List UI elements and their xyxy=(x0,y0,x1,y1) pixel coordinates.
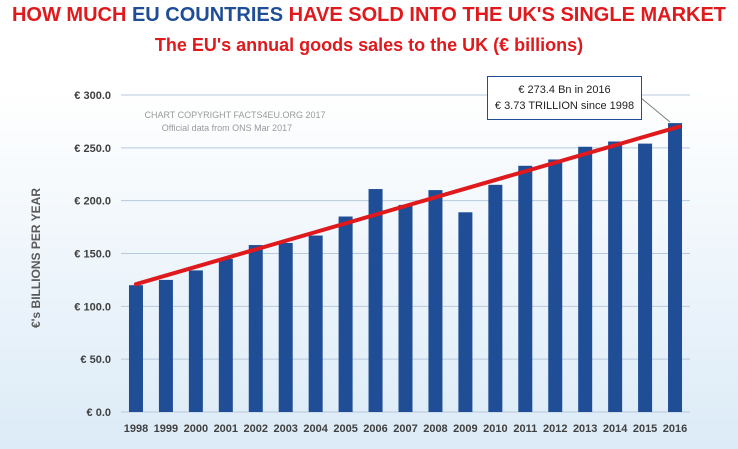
x-tick-label: 2013 xyxy=(573,423,597,435)
bar-2011 xyxy=(518,165,533,412)
x-tick-label: 2008 xyxy=(423,423,447,435)
bar-2016 xyxy=(668,123,683,412)
x-tick-label: 2005 xyxy=(333,423,357,435)
x-tick-label: 2010 xyxy=(483,423,507,435)
title-part-1: HOW MUCH xyxy=(11,4,132,26)
bar-2005 xyxy=(338,216,353,412)
x-tick-label: 1999 xyxy=(154,423,178,435)
x-tick-label: 2009 xyxy=(453,423,477,435)
x-tick-label: 2014 xyxy=(603,423,628,435)
bar-2007 xyxy=(398,204,413,412)
title-highlight: EU COUNTRIES xyxy=(131,4,284,26)
bar-2009 xyxy=(458,212,473,412)
chart-title: HOW MUCH EU COUNTRIES HAVE SOLD INTO THE… xyxy=(0,4,738,27)
bar-2008 xyxy=(428,190,443,412)
bar-1998 xyxy=(128,285,143,412)
copyright-line-1: CHART COPYRIGHT FACTS4EU.ORG 2017 xyxy=(144,110,325,120)
bar-2003 xyxy=(278,242,293,412)
x-tick-label: 2016 xyxy=(663,423,687,435)
bar-2010 xyxy=(488,184,503,412)
x-tick-label: 2007 xyxy=(393,423,417,435)
x-tick-label: 2001 xyxy=(214,423,238,435)
y-tick-label: € 250.0 xyxy=(74,143,111,155)
bar-2014 xyxy=(608,141,623,412)
y-tick-label: € 300.0 xyxy=(74,90,111,102)
annotation-line-1: € 273.4 Bn in 2016 xyxy=(518,84,611,96)
bar-2015 xyxy=(638,143,653,412)
title-part-3: HAVE SOLD INTO THE UK'S SINGLE MARKET xyxy=(283,4,727,26)
bar-2012 xyxy=(548,159,563,412)
copyright-line-2: Official data from ONS Mar 2017 xyxy=(162,123,292,133)
x-tick-label: 2004 xyxy=(303,423,328,435)
annotation-leader xyxy=(640,97,671,123)
bar-2006 xyxy=(368,189,383,412)
chart-subtitle: The EU's annual goods sales to the UK (€… xyxy=(154,35,584,55)
trend-line xyxy=(133,124,682,287)
bar-1999 xyxy=(158,279,173,412)
bar-2004 xyxy=(308,235,323,412)
x-tick-label: 2003 xyxy=(273,423,297,435)
x-tick-label: 2002 xyxy=(244,423,268,435)
y-tick-label: € 100.0 xyxy=(74,301,111,313)
y-tick-label: € 0.0 xyxy=(87,407,111,419)
annotation-box: € 273.4 Bn in 2016 € 3.73 TRILLION since… xyxy=(487,76,642,120)
y-tick-label: € 200.0 xyxy=(74,196,111,208)
bar-2002 xyxy=(248,245,263,412)
x-tick-label: 2011 xyxy=(513,423,537,435)
bar-2000 xyxy=(188,270,203,412)
annotation-line-2: € 3.73 TRILLION since 1998 xyxy=(494,100,635,112)
bar-2013 xyxy=(578,146,593,412)
x-tick-label: 2006 xyxy=(363,423,387,435)
x-tick-label: 2015 xyxy=(633,423,657,435)
x-tick-label: 2000 xyxy=(184,423,208,435)
y-tick-label: € 50.0 xyxy=(80,354,111,366)
x-tick-label: 1998 xyxy=(124,423,148,435)
y-tick-label: € 150.0 xyxy=(74,249,111,261)
x-tick-label: 2012 xyxy=(543,423,567,435)
y-axis-label: €'s BILLIONS PER YEAR xyxy=(29,188,43,328)
bar-2001 xyxy=(218,258,233,412)
